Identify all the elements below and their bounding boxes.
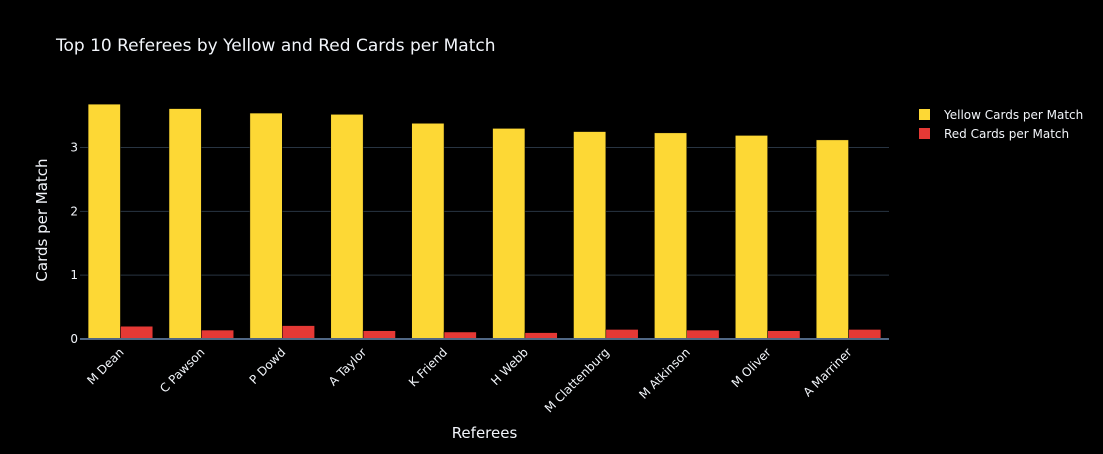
x-axis-title: Referees [452, 424, 518, 442]
bar-red[interactable] [443, 331, 477, 340]
y-tick-label: 2 [70, 204, 78, 218]
y-tick-label: 1 [70, 268, 78, 282]
legend-swatch-red [919, 128, 930, 139]
bar-yellow[interactable] [815, 139, 849, 340]
bar-yellow[interactable] [330, 114, 364, 340]
bar-red[interactable] [605, 329, 639, 340]
legend-item-red[interactable]: Red Cards per Match [919, 127, 1069, 141]
y-tick-labels: 0 1 2 3 [70, 141, 78, 346]
y-tick-label: 3 [70, 141, 78, 155]
bar-red[interactable] [120, 325, 154, 340]
bar-yellow[interactable] [492, 128, 526, 340]
bar-yellow[interactable] [654, 132, 688, 340]
bar-red[interactable] [282, 325, 315, 340]
bar-yellow[interactable] [735, 135, 768, 340]
y-tick-label: 0 [70, 332, 78, 346]
legend-swatch-yellow [919, 109, 930, 120]
y-axis-title: Cards per Match [33, 158, 51, 281]
legend-item-yellow[interactable]: Yellow Cards per Match [919, 108, 1083, 122]
bar-yellow[interactable] [87, 103, 121, 340]
legend-label-red: Red Cards per Match [944, 127, 1069, 141]
legend: Yellow Cards per Match Red Cards per Mat… [919, 108, 1083, 141]
bar-yellow[interactable] [168, 108, 202, 340]
bar-red[interactable] [848, 329, 882, 340]
legend-label-yellow: Yellow Cards per Match [943, 108, 1083, 122]
bar-red[interactable] [686, 329, 720, 340]
bar-red[interactable] [201, 329, 234, 340]
bar-red[interactable] [362, 330, 396, 340]
bar-yellow[interactable] [573, 131, 607, 340]
bar-yellow[interactable] [249, 112, 283, 340]
bar-red[interactable] [767, 330, 801, 340]
bar-yellow[interactable] [411, 123, 445, 340]
bars [87, 103, 882, 340]
chart-title: Top 10 Referees by Yellow and Red Cards … [55, 36, 496, 56]
